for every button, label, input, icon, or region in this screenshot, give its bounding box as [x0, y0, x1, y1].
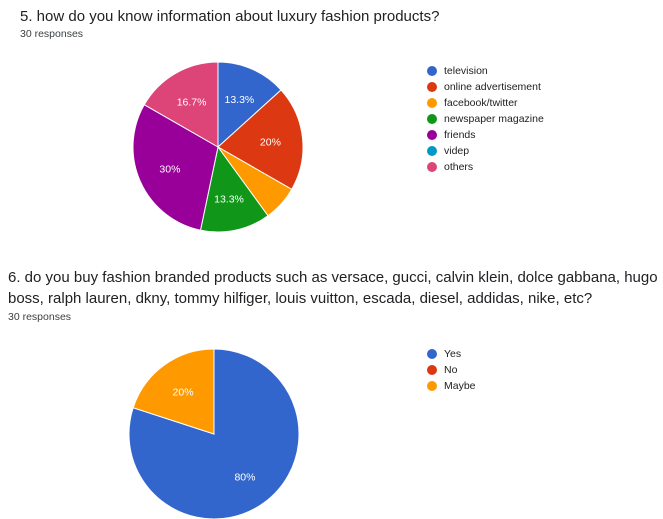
slice-label-newspaper-magazine: 13.3% [214, 194, 244, 206]
legend-item-online-advertisement: online advertisement [427, 79, 544, 95]
pie-chart-sources: 13.3% 20% 13.3% 30% 16.7% [132, 61, 304, 233]
legend-label: newspaper magazine [444, 113, 544, 125]
legend-label: friends [444, 129, 476, 141]
legend-item-facebook-twitter: facebook/twitter [427, 95, 544, 111]
legend-item-friends: friends [427, 127, 544, 143]
legend-swatch [427, 114, 437, 124]
slice-label-friends: 30% [159, 164, 180, 176]
slice-label-online-advertisement: 20% [260, 136, 281, 148]
legend-label: videp [444, 145, 470, 157]
legend-swatch [427, 349, 437, 359]
pie-chart-brand-purchase: 80% 20% [128, 348, 300, 519]
legend-swatch [427, 98, 437, 108]
pie-slice-online-advertisement [217, 89, 304, 191]
pie-slice-others [143, 61, 219, 148]
legend-item-videp: videp [427, 143, 544, 159]
legend-sources: television online advertisement facebook/t… [427, 63, 544, 175]
legend-item-others: others [427, 159, 544, 175]
legend-swatch [427, 130, 437, 140]
pie-slice-newspaper-magazine [199, 145, 269, 233]
legend-label: online advertisement [444, 81, 541, 93]
legend-label: Maybe [444, 380, 476, 392]
legend-label: Yes [444, 348, 462, 360]
legend-swatch [427, 82, 437, 92]
slice-label-television: 13.3% [224, 94, 254, 106]
legend-item-maybe: Maybe [427, 378, 476, 394]
question-title: 5. how do you know information about lux… [20, 8, 440, 25]
slice-label-others: 16.7% [177, 96, 207, 108]
legend-item-yes: Yes [427, 346, 476, 362]
legend-swatch [427, 365, 437, 375]
legend-label: No [444, 364, 458, 376]
legend-label: facebook/twitter [444, 97, 518, 109]
pie-slice-television [217, 61, 282, 149]
legend-swatch [427, 381, 437, 391]
pie-slice-maybe [132, 348, 215, 435]
legend-swatch [427, 146, 437, 156]
legend-swatch [427, 66, 437, 76]
response-count: 30 responses [8, 311, 72, 323]
pie-slice-friends [132, 103, 219, 231]
question-title: 6. do you buy fashion branded products s… [8, 269, 658, 307]
slice-label-yes: 80% [234, 472, 255, 484]
response-count: 30 responses [20, 28, 84, 40]
legend-label: television [444, 65, 488, 77]
legend-item-no: No [427, 362, 476, 378]
legend-swatch [427, 162, 437, 172]
legend-item-newspaper-magazine: newspaper magazine [427, 111, 544, 127]
slice-label-maybe: 20% [173, 386, 194, 398]
legend-brand-purchase: Yes No Maybe [427, 346, 476, 394]
legend-item-television: television [427, 63, 544, 79]
legend-label: others [444, 161, 474, 173]
